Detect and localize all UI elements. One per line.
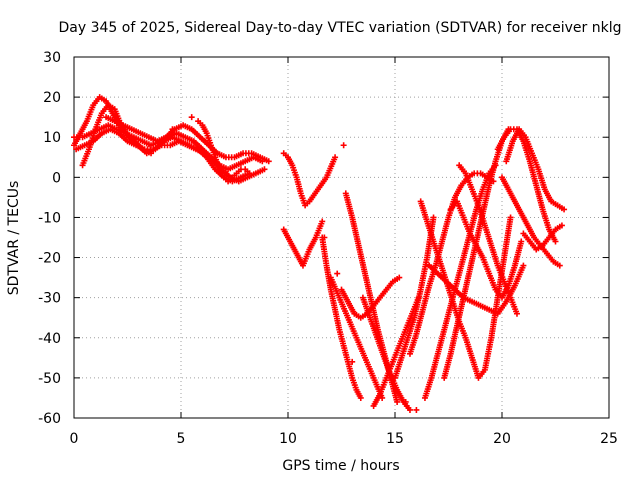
- y-tick-label: 0: [52, 170, 61, 186]
- data-point: [319, 218, 326, 225]
- y-tick-label: -30: [38, 291, 61, 307]
- data-point: [513, 310, 520, 317]
- data-point: [188, 114, 195, 121]
- axis-ticks: [73, 56, 610, 419]
- y-tick-label: 20: [43, 90, 61, 106]
- data-point: [394, 398, 401, 405]
- data-point: [265, 158, 272, 165]
- data-point: [552, 238, 559, 245]
- data-points: [71, 94, 568, 413]
- data-point: [261, 166, 268, 173]
- y-tick-labels: -60 -50 -40 -30 -20 -10 0 10 20 30: [38, 50, 61, 427]
- grid-lines: [74, 57, 609, 418]
- data-point: [430, 214, 437, 221]
- data-point: [402, 398, 409, 405]
- x-tick-label: 10: [279, 431, 297, 447]
- data-point: [340, 142, 347, 149]
- data-point: [507, 214, 514, 221]
- plot-frame: [73, 56, 610, 419]
- chart-title: Day 345 of 2025, Sidereal Day-to-day VTE…: [59, 20, 622, 36]
- x-tick-labels: 0 5 10 15 20 25: [70, 431, 618, 447]
- x-axis-label: GPS time / hours: [282, 458, 399, 474]
- data-point: [406, 406, 413, 413]
- data-point: [561, 206, 568, 213]
- data-point: [357, 394, 364, 401]
- y-tick-label: -10: [38, 210, 61, 226]
- data-point: [321, 234, 328, 241]
- data-point: [334, 270, 341, 277]
- data-point: [558, 222, 565, 229]
- y-tick-label: 30: [43, 50, 61, 66]
- data-point: [246, 170, 253, 177]
- data-point: [169, 126, 176, 133]
- y-tick-label: -50: [38, 371, 61, 387]
- data-point: [556, 262, 563, 269]
- data-point: [379, 394, 386, 401]
- y-axis-label: SDTVAR / TECUs: [6, 181, 22, 296]
- data-point: [520, 262, 527, 269]
- x-tick-label: 20: [493, 431, 511, 447]
- data-point: [396, 274, 403, 281]
- y-tick-label: -40: [38, 331, 61, 347]
- x-tick-label: 5: [177, 431, 186, 447]
- x-tick-label: 15: [386, 431, 404, 447]
- y-tick-label: -20: [38, 251, 61, 267]
- data-point: [518, 238, 525, 245]
- x-tick-label: 0: [70, 431, 79, 447]
- data-point: [332, 154, 339, 161]
- data-point: [349, 358, 356, 365]
- y-tick-label: -60: [38, 411, 61, 427]
- x-tick-label: 25: [600, 431, 618, 447]
- data-point: [413, 406, 420, 413]
- y-tick-label: 10: [43, 130, 61, 146]
